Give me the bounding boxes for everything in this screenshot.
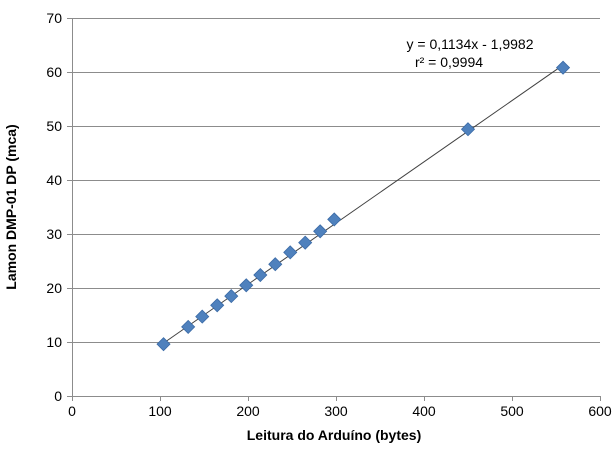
data-point: [555, 60, 571, 75]
trendline-r2: r² = 0,9994: [415, 54, 483, 70]
y-tick-label: 40: [46, 172, 62, 188]
y-tick-label: 30: [46, 226, 62, 242]
y-tick-label: 60: [46, 64, 62, 80]
trendline-equation: y = 0,1134x - 1,9982: [407, 36, 534, 52]
data-point: [156, 337, 171, 352]
y-tick-label: 10: [46, 334, 62, 350]
x-tick-label: 600: [588, 403, 612, 419]
x-axis-title: Leitura do Arduíno (bytes): [247, 427, 421, 443]
x-tick-label: 0: [68, 403, 76, 419]
axes: [67, 18, 601, 401]
x-tick-label: 300: [324, 403, 348, 419]
data-point: [298, 235, 313, 250]
data-point: [253, 267, 268, 283]
x-tick-label: 500: [500, 403, 524, 419]
data-point: [224, 289, 239, 304]
y-tick-label: 70: [46, 10, 62, 26]
trendline: [163, 64, 564, 344]
data-point: [313, 224, 328, 239]
data-point: [283, 245, 298, 260]
data-point: [210, 298, 225, 313]
data-point: [268, 257, 283, 272]
data-points: [156, 60, 571, 352]
y-axis-title: Lamon DMP-01 DP (mca): [3, 124, 19, 289]
data-point: [181, 319, 196, 334]
data-point: [327, 212, 342, 227]
y-tick-label: 50: [46, 118, 62, 134]
tick-labels: 0 10 20 30 40 50 60 70 0 100 200 300 400 500 600: [46, 10, 611, 419]
data-point: [460, 122, 476, 137]
y-tick-label: 0: [54, 388, 62, 404]
trendline-group: [163, 64, 564, 344]
data-point: [195, 309, 210, 324]
x-tick-label: 100: [148, 403, 172, 419]
gridlines: [72, 18, 600, 343]
y-tick-label: 20: [46, 280, 62, 296]
x-tick-label: 400: [412, 403, 436, 419]
x-tick-label: 200: [236, 403, 260, 419]
data-point: [239, 278, 254, 293]
